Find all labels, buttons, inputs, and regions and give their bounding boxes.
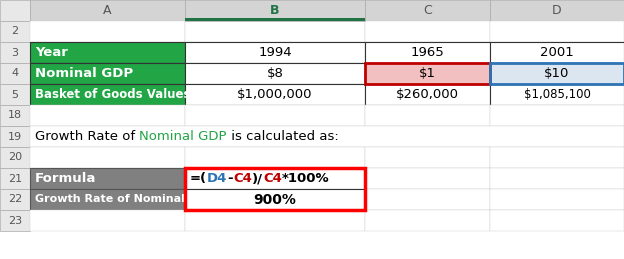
Text: D4: D4: [207, 172, 228, 185]
Text: Growth Rate of Nominal GDP: Growth Rate of Nominal GDP: [35, 195, 215, 205]
Text: $10: $10: [544, 67, 570, 80]
Bar: [30, 147, 185, 168]
Bar: [0, 42, 30, 63]
Text: 2: 2: [11, 26, 19, 37]
Bar: [30, 126, 624, 147]
Bar: [30, 210, 185, 231]
Text: B: B: [270, 4, 280, 17]
Bar: [0, 210, 30, 231]
Text: 900%: 900%: [253, 192, 296, 206]
Text: Nominal GDP: Nominal GDP: [35, 67, 133, 80]
Text: =(: =(: [190, 172, 207, 185]
Text: Nominal GDP: Nominal GDP: [139, 130, 227, 143]
Bar: [185, 42, 365, 63]
Bar: [490, 84, 624, 105]
Text: 1965: 1965: [411, 46, 444, 59]
Bar: [365, 189, 490, 210]
Text: 5: 5: [11, 90, 19, 99]
Text: $1: $1: [419, 67, 436, 80]
Bar: [30, 84, 185, 105]
Text: C4: C4: [233, 172, 252, 185]
Bar: [185, 18, 365, 21]
Bar: [30, 0, 185, 21]
Text: 1994: 1994: [258, 46, 292, 59]
Text: 20: 20: [8, 153, 22, 162]
Bar: [490, 0, 624, 21]
Bar: [490, 42, 624, 63]
Text: Year: Year: [35, 46, 68, 59]
Text: $8: $8: [266, 67, 283, 80]
Text: $1,085,100: $1,085,100: [524, 88, 590, 101]
Text: 21: 21: [8, 174, 22, 183]
Bar: [365, 42, 490, 63]
Text: 3: 3: [11, 47, 19, 57]
Bar: [0, 189, 30, 210]
Bar: [185, 63, 365, 84]
Bar: [185, 168, 365, 210]
Text: 23: 23: [8, 215, 22, 226]
Bar: [30, 105, 185, 126]
Bar: [490, 63, 624, 84]
Text: D: D: [552, 4, 562, 17]
Bar: [365, 0, 490, 21]
Text: Formula: Formula: [35, 172, 96, 185]
Text: is calculated as:: is calculated as:: [227, 130, 339, 143]
Text: )/: )/: [252, 172, 263, 185]
Bar: [185, 189, 365, 210]
Bar: [0, 105, 30, 126]
Bar: [490, 63, 624, 84]
Text: C4: C4: [263, 172, 282, 185]
Bar: [365, 63, 490, 84]
Bar: [185, 105, 365, 126]
Text: 2001: 2001: [540, 46, 574, 59]
Bar: [185, 210, 365, 231]
Text: Growth Rate of: Growth Rate of: [35, 130, 139, 143]
Bar: [30, 168, 185, 189]
Bar: [0, 21, 30, 42]
Bar: [490, 147, 624, 168]
Bar: [365, 84, 490, 105]
Bar: [365, 21, 490, 42]
Text: C: C: [423, 4, 432, 17]
Bar: [185, 84, 365, 105]
Bar: [0, 84, 30, 105]
Bar: [365, 147, 490, 168]
Bar: [0, 63, 30, 84]
Text: 4: 4: [11, 68, 19, 78]
Bar: [30, 63, 185, 84]
Bar: [490, 210, 624, 231]
Bar: [30, 42, 185, 63]
Text: A: A: [103, 4, 112, 17]
Bar: [365, 168, 490, 189]
Bar: [490, 21, 624, 42]
Bar: [0, 126, 30, 147]
Text: 22: 22: [8, 195, 22, 205]
Bar: [365, 105, 490, 126]
Bar: [0, 168, 30, 189]
Bar: [0, 0, 30, 21]
Text: 18: 18: [8, 111, 22, 120]
Bar: [490, 168, 624, 189]
Bar: [30, 21, 185, 42]
Bar: [185, 21, 365, 42]
Bar: [490, 105, 624, 126]
Bar: [185, 0, 365, 21]
Text: *100%: *100%: [282, 172, 329, 185]
Bar: [185, 147, 365, 168]
Text: 19: 19: [8, 132, 22, 141]
Text: -: -: [228, 172, 233, 185]
Bar: [30, 189, 185, 210]
Bar: [365, 63, 490, 84]
Bar: [0, 147, 30, 168]
Text: Basket of Goods Values: Basket of Goods Values: [35, 88, 190, 101]
Text: $260,000: $260,000: [396, 88, 459, 101]
Bar: [365, 210, 490, 231]
Text: $1,000,000: $1,000,000: [237, 88, 313, 101]
Bar: [185, 168, 365, 189]
Bar: [490, 189, 624, 210]
